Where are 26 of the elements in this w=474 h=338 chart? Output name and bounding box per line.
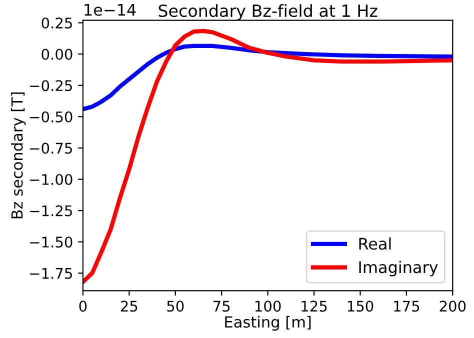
x-tick-label: 0	[79, 300, 87, 312]
chart-title: Secondary Bz-field at 1 Hz	[158, 4, 378, 20]
line-series	[82, 44, 453, 112]
x-tick-label: 125	[302, 300, 327, 312]
text: 1e−14	[84, 4, 136, 16]
y-tick-label: −0.75	[30, 142, 72, 154]
x-tick-label: 175	[394, 300, 420, 312]
x-axis-title: Easting [m]	[225, 316, 311, 331]
y-tick-label: −0.50	[30, 111, 72, 122]
y-axis-title: Bz secondary [T]	[10, 92, 26, 218]
y-tick-label: 0.25	[42, 18, 72, 29]
x-tick-label: 100	[255, 300, 281, 312]
x-tick-label: 50	[167, 300, 184, 312]
legend-label: Imaginary	[359, 260, 438, 276]
x-tick-label: 75	[214, 300, 230, 312]
y-tick-label: −1.50	[30, 236, 72, 248]
y-tick-label: −1.25	[30, 205, 72, 216]
x-tick-label: 25	[120, 300, 138, 312]
y-tick-label: 0.00	[42, 48, 72, 60]
y-tick-label: −0.25	[30, 80, 72, 92]
legend-label: Real	[359, 237, 391, 250]
line-series	[82, 28, 453, 284]
y-tick-label: −1.00	[30, 174, 72, 186]
y-tick-label: −1.75	[30, 268, 72, 279]
x-tick-label: 150	[348, 300, 374, 312]
x-tick-label: 200	[440, 300, 466, 312]
